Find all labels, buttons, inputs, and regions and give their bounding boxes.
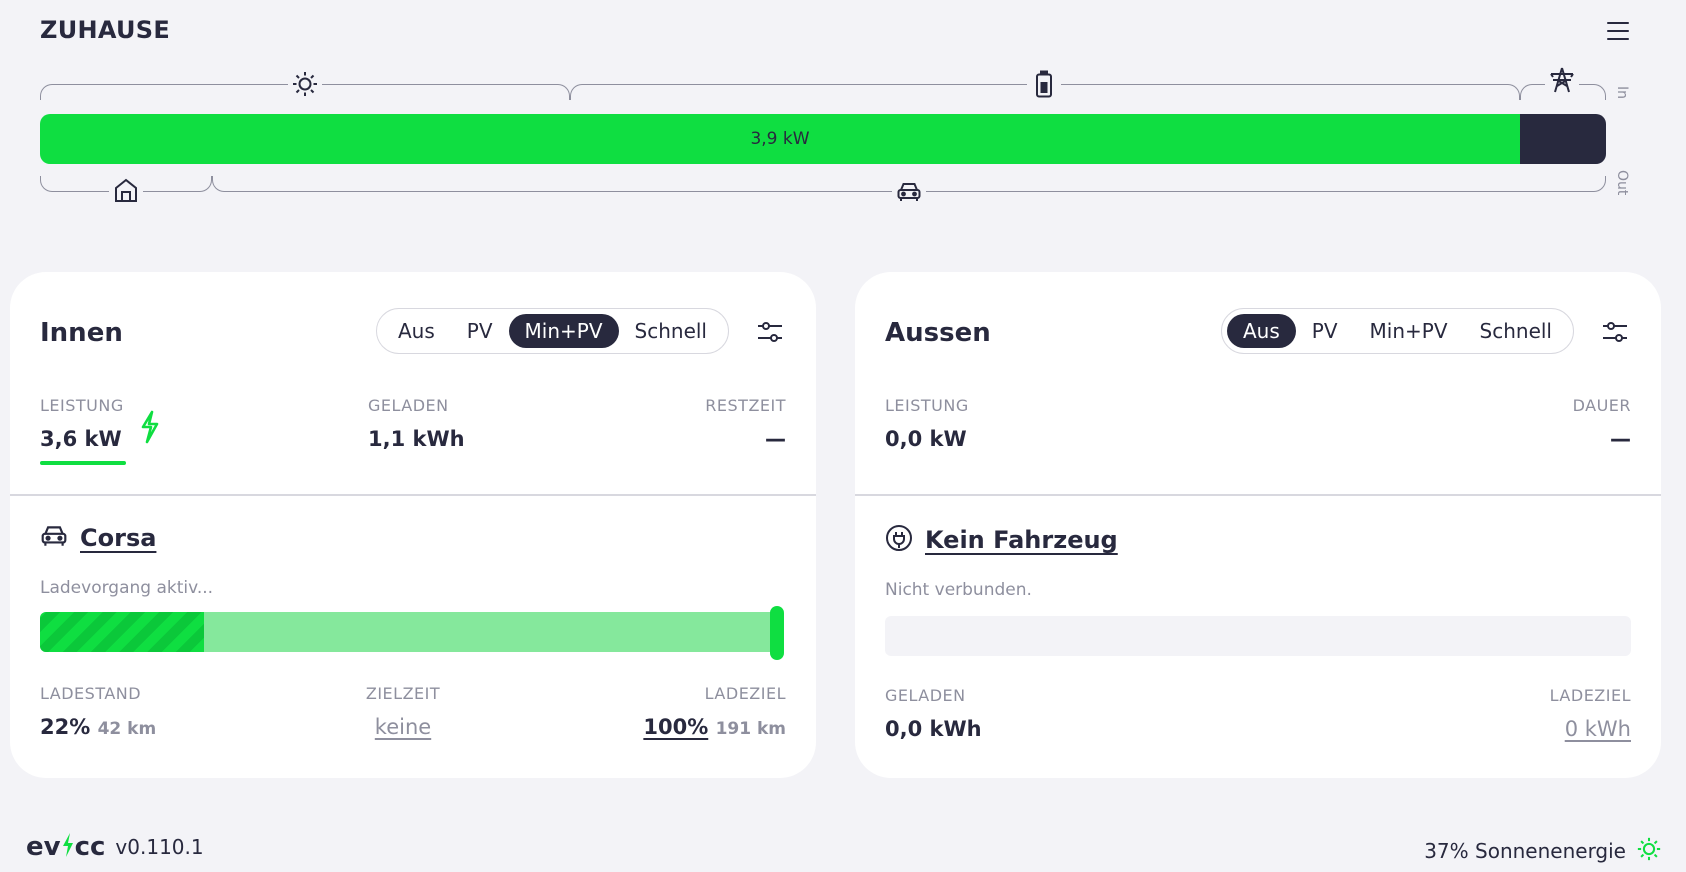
- soc-charged-segment: [40, 612, 204, 652]
- grid-power-segment: [1520, 114, 1606, 164]
- in-label: In: [1614, 86, 1630, 100]
- battery-icon: [1027, 70, 1061, 98]
- mode-button-aus[interactable]: Aus: [398, 319, 435, 343]
- mode-button-pv[interactable]: PV: [466, 319, 493, 343]
- energy-bar: 3,9 kW: [40, 114, 1606, 164]
- plug-icon: [885, 524, 913, 556]
- stat-label: LADESTAND: [40, 684, 142, 703]
- vehicle-status: Nicht verbunden.: [885, 580, 1032, 600]
- power-value: 3,6 kW: [40, 427, 122, 451]
- car-icon: [892, 178, 926, 206]
- stat-label: RESTZEIT: [705, 396, 786, 415]
- loadpoint-card-aussen: Aussen Aus PV Min+PV Schnell LEISTUNG 0,…: [855, 272, 1661, 778]
- energy-flow: 3,9 kW In Out: [40, 66, 1630, 220]
- target-energy-link[interactable]: 0 kWh: [1564, 717, 1631, 741]
- loadpoint-title: Innen: [40, 318, 123, 348]
- stat-label: LADEZIEL: [1549, 686, 1631, 705]
- vehicle-name-link[interactable]: Kein Fahrzeug: [925, 526, 1118, 554]
- soc-bar: [885, 616, 1631, 656]
- solar-share-label: 37% Sonnenenergie: [1424, 839, 1626, 863]
- mode-button-pv[interactable]: PV: [1311, 319, 1338, 343]
- car-icon: [40, 524, 68, 552]
- sun-icon: [1636, 836, 1662, 866]
- power-value: 0,0 kW: [885, 427, 967, 451]
- card-divider: [10, 494, 816, 496]
- solar-share[interactable]: 37% Sonnenenergie: [1424, 836, 1662, 866]
- logo-text-right: cc: [74, 832, 106, 862]
- vehicle-status: Ladevorgang aktiv...: [40, 578, 214, 598]
- range-value: 42 km: [97, 719, 157, 739]
- soc-value: 22%: [40, 715, 91, 739]
- pv-power-segment: 3,9 kW: [40, 114, 1520, 164]
- stat-label: GELADEN: [885, 686, 966, 705]
- settings-sliders-icon[interactable]: [1599, 316, 1631, 348]
- mode-button-schnell[interactable]: Schnell: [634, 319, 707, 343]
- remaining-time-value: —: [765, 427, 786, 451]
- sun-icon: [288, 70, 322, 98]
- target-range-value: 191 km: [715, 719, 786, 739]
- mode-button-minpv[interactable]: Min+PV: [1369, 319, 1448, 343]
- card-divider: [855, 494, 1661, 496]
- mode-selector: Aus PV Min+PV Schnell: [376, 308, 729, 354]
- stat-label: LEISTUNG: [885, 396, 969, 415]
- footer-brand: ev cc v0.110.1: [26, 832, 204, 862]
- charged-value: 0,0 kWh: [885, 717, 982, 741]
- target-time-link[interactable]: keine: [374, 715, 432, 739]
- stat-label: GELADEN: [368, 396, 449, 415]
- logo-bolt-icon: [61, 832, 75, 862]
- mode-selector: Aus PV Min+PV Schnell: [1221, 308, 1574, 354]
- stat-label: LADEZIEL: [704, 684, 786, 703]
- hamburger-menu-icon[interactable]: [1604, 18, 1632, 44]
- mode-button-minpv[interactable]: Min+PV: [508, 314, 619, 348]
- target-soc-slider-handle[interactable]: [770, 606, 784, 660]
- stat-label: ZIELZEIT: [365, 684, 441, 703]
- lightning-icon: [138, 410, 162, 448]
- settings-sliders-icon[interactable]: [754, 316, 786, 348]
- power-indicator: [40, 461, 126, 465]
- stat-label: DAUER: [1572, 396, 1631, 415]
- duration-value: —: [1610, 427, 1631, 451]
- out-label: Out: [1614, 170, 1630, 196]
- soc-bar: [40, 612, 780, 652]
- logo-text-left: ev: [26, 832, 61, 862]
- version-label[interactable]: v0.110.1: [115, 835, 204, 859]
- home-icon: [109, 176, 143, 204]
- stat-label: LEISTUNG: [40, 396, 124, 415]
- target-soc-link[interactable]: 100%: [643, 715, 709, 739]
- mode-button-schnell[interactable]: Schnell: [1479, 319, 1552, 343]
- vehicle-name-link[interactable]: Corsa: [80, 524, 157, 552]
- page-title: ZUHAUSE: [40, 16, 171, 44]
- loadpoint-title: Aussen: [885, 318, 991, 348]
- mode-button-aus[interactable]: Aus: [1227, 314, 1296, 348]
- power-tower-icon: [1545, 66, 1579, 94]
- charged-value: 1,1 kWh: [368, 427, 465, 451]
- loadpoint-card-innen: Innen Aus PV Min+PV Schnell LEISTUNG 3,6…: [10, 272, 816, 778]
